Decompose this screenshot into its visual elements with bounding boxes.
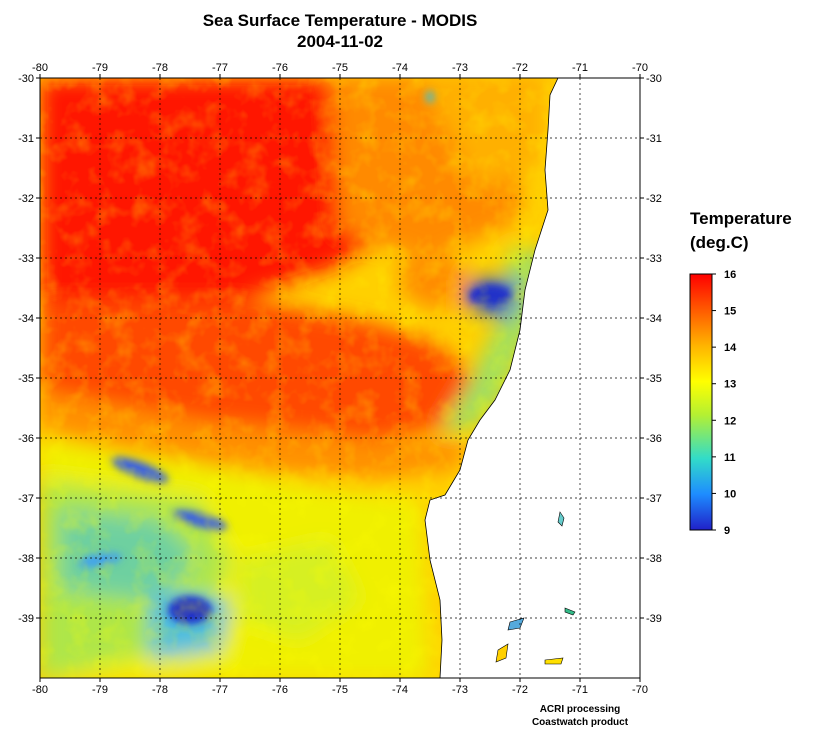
- lon-tick-label-bottom: -79: [92, 684, 108, 696]
- lon-tick-label-bottom: -72: [512, 684, 528, 696]
- credit-processing: ACRI processing: [539, 704, 621, 715]
- colorbar-label: 12: [724, 415, 736, 427]
- lat-tick-label-right: -37: [646, 493, 662, 505]
- colorbar-label: 16: [724, 269, 736, 281]
- lon-tick-label-bottom: -75: [332, 684, 348, 696]
- lon-tick-label-top: -75: [332, 62, 348, 74]
- lon-tick-label-bottom: -73: [452, 684, 468, 696]
- lat-tick-label-left: -38: [18, 553, 34, 565]
- colorbar-label: 15: [724, 306, 736, 318]
- lat-tick-label-right: -39: [646, 613, 662, 625]
- lat-tick-label-left: -32: [18, 193, 34, 205]
- lon-tick-label-top: -72: [512, 62, 528, 74]
- map-grid: [40, 78, 640, 678]
- lon-tick-label-top: -74: [392, 62, 408, 74]
- lon-tick-label-top: -78: [152, 62, 168, 74]
- lat-tick-label-left: -34: [18, 313, 34, 325]
- credit-product: Coastwatch product: [531, 717, 629, 728]
- lon-tick-label-top: -79: [92, 62, 108, 74]
- lon-tick-label-top: -77: [212, 62, 228, 74]
- lon-tick-label-bottom: -74: [392, 684, 408, 696]
- legend-units: (deg.C): [690, 233, 749, 252]
- lat-tick-label-right: -34: [646, 313, 662, 325]
- lat-tick-label-left: -30: [18, 73, 34, 85]
- land-mass: [424, 78, 640, 678]
- lat-tick-label-right: -33: [646, 253, 662, 265]
- lon-tick-label-top: -73: [452, 62, 468, 74]
- lat-tick-label-left: -37: [18, 493, 34, 505]
- colorbar-label: 10: [724, 488, 736, 500]
- lat-tick-label-right: -36: [646, 433, 662, 445]
- lon-tick-label-top: -71: [572, 62, 588, 74]
- lat-tick-label-right: -30: [646, 73, 662, 85]
- lon-tick-label-top: -70: [632, 62, 648, 74]
- lat-tick-label-left: -31: [18, 133, 34, 145]
- lat-tick-label-left: -35: [18, 373, 34, 385]
- colorbar-label: 11: [724, 452, 736, 464]
- legend-title: Temperature: [690, 209, 792, 228]
- colorbar-label: 13: [724, 379, 736, 391]
- lon-tick-label-bottom: -80: [32, 684, 48, 696]
- lat-tick-label-left: -39: [18, 613, 34, 625]
- lat-tick-label-right: -35: [646, 373, 662, 385]
- colorbar-label: 14: [724, 342, 737, 354]
- colorbar-label: 9: [724, 525, 730, 537]
- lat-tick-label-left: -33: [18, 253, 34, 265]
- lat-tick-label-right: -38: [646, 553, 662, 565]
- map-title: Sea Surface Temperature - MODIS: [202, 11, 478, 30]
- lon-tick-label-top: -76: [272, 62, 288, 74]
- lat-tick-label-right: -31: [646, 133, 662, 145]
- lon-tick-label-bottom: -70: [632, 684, 648, 696]
- lon-tick-label-bottom: -78: [152, 684, 168, 696]
- lon-tick-label-bottom: -76: [272, 684, 288, 696]
- lon-tick-label-bottom: -77: [212, 684, 228, 696]
- lat-tick-label-left: -36: [18, 433, 34, 445]
- lon-tick-label-bottom: -71: [572, 684, 588, 696]
- map-date: 2004-11-02: [296, 32, 384, 51]
- lon-tick-label-top: -80: [32, 62, 48, 74]
- lat-tick-label-right: -32: [646, 193, 662, 205]
- colorbar: [689, 273, 713, 531]
